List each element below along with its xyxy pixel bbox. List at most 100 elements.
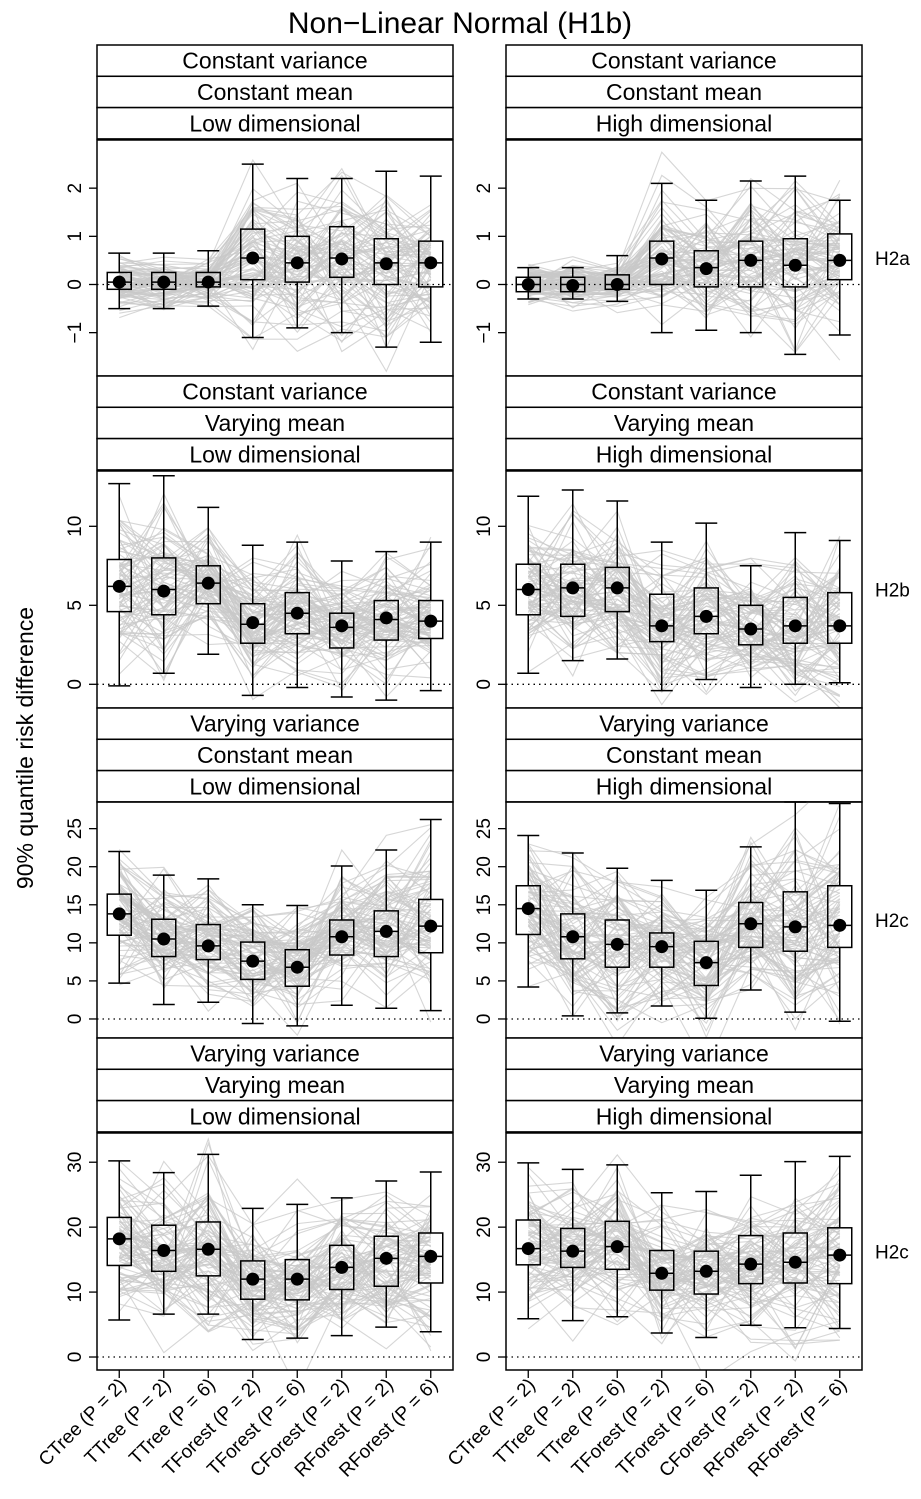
strip-label: Constant mean [606, 742, 762, 768]
mean-dot [380, 1252, 393, 1265]
y-tick-label: 1 [474, 231, 495, 242]
y-tick-label: 1 [65, 231, 86, 242]
mean-dot [789, 619, 802, 632]
mean-dot [744, 1258, 757, 1271]
panel-r3c0: Varying variance Varying mean Low dimensio… [35, 1038, 453, 1482]
y-tick-label: 10 [65, 516, 86, 537]
y-tick-label: 0 [65, 279, 86, 290]
y-tick-label: 20 [474, 856, 495, 877]
mean-dot [655, 1267, 668, 1280]
mean-dot [611, 581, 624, 594]
mean-dot [611, 278, 624, 291]
y-tick-label: 15 [474, 894, 495, 915]
panel-r0c1: Constant varianceConstant meanHigh dimen… [474, 45, 910, 376]
mean-dot [113, 580, 126, 593]
mean-dot [380, 925, 393, 938]
row-label: H2c [875, 1243, 909, 1264]
panel-r1c1: Constant varianceVarying meanHigh dimens… [474, 376, 910, 708]
y-tick-label: 0 [65, 679, 86, 690]
y-axis-label: 90% quantile risk difference [12, 607, 38, 889]
strip-label: Low dimensional [189, 773, 360, 799]
replicate-lines [528, 152, 840, 360]
strip-label: Low dimensional [189, 1103, 360, 1129]
y-tick-label: 0 [474, 1352, 495, 1363]
y-tick-label: −1 [474, 322, 495, 344]
y-tick-label: 0 [65, 1014, 86, 1025]
y-tick-label: 30 [474, 1152, 495, 1173]
strip-label: Constant variance [591, 48, 776, 74]
y-tick-label: 5 [474, 600, 495, 611]
y-tick-label: 5 [65, 600, 86, 611]
mean-dot [744, 254, 757, 267]
mean-dot [202, 939, 215, 952]
mean-dot [424, 615, 437, 628]
strip-label: Varying variance [190, 711, 360, 737]
mean-dot [522, 583, 535, 596]
mean-dot [789, 259, 802, 272]
y-tick-label: 10 [474, 516, 495, 537]
mean-dot [113, 276, 126, 289]
y-tick-label: −1 [65, 322, 86, 344]
strip-label: Varying mean [205, 1072, 345, 1098]
mean-dot [113, 907, 126, 920]
mean-dot [833, 619, 846, 632]
mean-dot [424, 1250, 437, 1263]
mean-dot [202, 1243, 215, 1256]
y-tick-label: 20 [65, 856, 86, 877]
mean-dot [700, 956, 713, 969]
y-tick-label: 2 [474, 183, 495, 194]
y-tick-label: 10 [65, 1282, 86, 1303]
panel-r2c0: Varying varianceConstant meanLow dimensi… [65, 708, 453, 1038]
mean-dot [611, 938, 624, 951]
mean-dot [246, 616, 259, 629]
mean-dot [700, 610, 713, 623]
mean-dot [291, 961, 304, 974]
panel-r0c0: Constant varianceConstant meanLow dimens… [65, 45, 453, 376]
strip-label: Constant variance [182, 48, 367, 74]
strip-label: Varying variance [599, 1041, 769, 1067]
panel-r1c0: Constant varianceVarying meanLow dimensi… [65, 376, 453, 708]
strip-label: High dimensional [596, 441, 772, 467]
mean-dot [157, 276, 170, 289]
mean-dot [157, 585, 170, 598]
figure-title: Non−Linear Normal (H1b) [288, 7, 632, 40]
mean-dot [246, 1273, 259, 1286]
mean-dot [424, 256, 437, 269]
replicate-line [119, 1156, 431, 1225]
y-tick-label: 5 [474, 976, 495, 987]
y-tick-label: 30 [65, 1152, 86, 1173]
strip-label: High dimensional [596, 1103, 772, 1129]
strip-label: Varying mean [614, 410, 754, 436]
y-tick-label: 0 [474, 679, 495, 690]
mean-dot [335, 930, 348, 943]
mean-dot [202, 577, 215, 590]
y-tick-label: 0 [474, 279, 495, 290]
panel-r2c1: Varying varianceConstant meanHigh dimens… [474, 708, 909, 1068]
box-1 [516, 835, 540, 986]
y-tick-label: 25 [474, 818, 495, 839]
y-tick-label: 20 [65, 1217, 86, 1238]
panel-r3c1: Varying varianceVarying meanHigh dimensi… [444, 1038, 909, 1482]
mean-dot [789, 1256, 802, 1269]
mean-dot [566, 1245, 579, 1258]
mean-dot [611, 1240, 624, 1253]
mean-dot [566, 279, 579, 292]
mean-dot [833, 254, 846, 267]
mean-dot [335, 619, 348, 632]
mean-dot [335, 1261, 348, 1274]
mean-dot [833, 1249, 846, 1262]
y-tick-label: 2 [65, 183, 86, 194]
y-tick-label: 10 [474, 1282, 495, 1303]
mean-dot [113, 1232, 126, 1245]
y-tick-label: 0 [474, 1014, 495, 1025]
mean-dot [424, 920, 437, 933]
row-label: H2b [875, 581, 910, 602]
mean-dot [744, 623, 757, 636]
mean-dot [522, 1242, 535, 1255]
mean-dot [566, 581, 579, 594]
strip-label: High dimensional [596, 110, 772, 136]
mean-dot [291, 607, 304, 620]
mean-dot [157, 933, 170, 946]
